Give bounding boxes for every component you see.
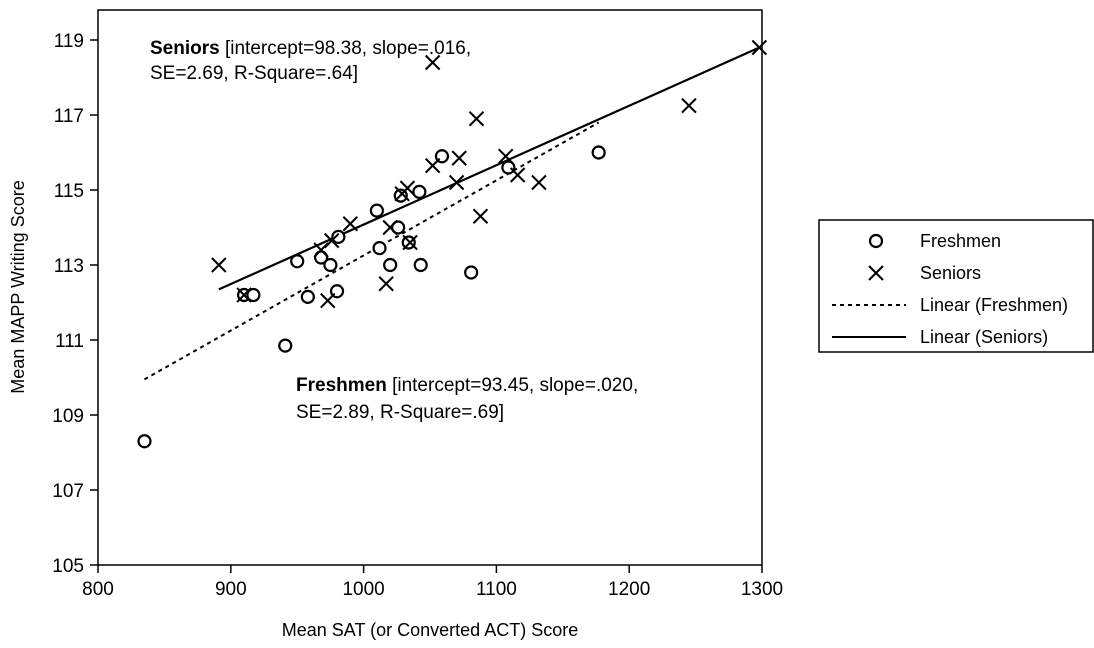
annotation-seniors: Seniors [intercept=98.38, slope=.016, [150,38,471,59]
seniors-point [382,219,398,236]
seniors-point [324,232,340,249]
legend-item: Seniors [868,263,981,283]
legend-circle-icon [868,233,884,249]
freshmen-point [278,338,293,353]
y-tick-label: 105 [52,556,84,577]
data-points [137,39,768,449]
y-tick-label: 113 [54,256,84,277]
annotation-seniors-line1: [intercept=98.38, slope=.016, [220,38,471,59]
trendlines [143,46,760,381]
freshmen-point [412,184,427,199]
seniors-point [472,208,489,224]
seniors-point [342,216,359,232]
y-axis-title: Mean MAPP Writing Score [8,180,28,393]
seniors-point [378,276,394,292]
seniors-point [531,174,547,191]
legend-label: Linear (Freshmen) [920,295,1068,315]
freshmen-point [591,145,606,160]
seniors-point [320,292,336,309]
x-tick-label: 1000 [342,579,384,600]
freshmen-point [323,257,338,273]
seniors-point [424,54,441,71]
freshmen-point [383,257,398,273]
seniors-point [509,167,526,183]
seniors-point [399,180,416,196]
freshmen-point [300,289,315,304]
x-tick-label: 1100 [476,579,517,600]
freshmen-point [331,229,346,244]
legend: Freshmen Seniors Linear (Freshmen) Linear (… [818,219,1094,353]
annotation-freshmen-line2: SE=2.89, R-Square=.69] [296,402,504,423]
seniors-point [236,287,252,303]
seniors-point [468,111,485,127]
y-tick-label: 117 [54,106,84,127]
seniors-point [751,39,768,56]
annotation-freshmen: Freshmen [intercept=93.45, slope=.020, [296,375,638,396]
seniors-point [451,150,467,166]
seniors-point [681,97,697,114]
legend-item: Linear (Seniors) [832,327,1048,347]
seniors-point [211,257,227,273]
x-axis-title: Mean SAT (or Converted ACT) Score [282,620,578,640]
legend-item: Linear (Freshmen) [832,295,1068,315]
freshmen-point [290,254,305,269]
seniors-point [402,234,418,251]
freshmen-point [369,203,384,218]
seniors-point [424,157,441,174]
y-axis: 105 107 109 111 113 115 117 119 [52,31,98,577]
y-tick-label: 119 [54,31,84,52]
x-tick-label: 800 [82,579,114,600]
x-axis: 800 900 1000 1100 1200 1300 [82,565,783,600]
plot-area [97,9,763,566]
y-tick-label: 115 [54,181,84,202]
x-tick-label: 1200 [608,579,650,600]
annotation-freshmen-line1: [intercept=93.45, slope=.020, [387,375,638,396]
y-tick-label: 107 [52,481,84,502]
legend-x-icon [868,265,884,281]
x-tick-label: 1300 [741,579,783,600]
trendline-seniors [218,46,760,291]
y-tick-label: 111 [55,331,84,352]
freshmen-point [391,220,406,235]
y-tick-label: 109 [52,406,84,427]
x-tick-label: 900 [215,579,247,600]
freshmen-point [137,434,152,449]
freshmen-point [246,287,261,303]
freshmen-point [372,241,387,256]
annotation-seniors-title: Seniors [150,38,220,59]
legend-label: Freshmen [920,231,1001,251]
freshmen-point [314,250,329,265]
seniors-point [497,148,514,164]
trendline-freshmen [143,121,600,381]
freshmen-point [464,265,479,280]
legend-label: Linear (Seniors) [920,327,1048,347]
seniors-point [448,174,465,191]
legend-label: Seniors [920,263,981,283]
legend-box [818,219,1094,353]
annotation-freshmen-title: Freshmen [296,375,387,396]
annotation-seniors-line2: SE=2.69, R-Square=.64] [150,63,358,84]
legend-item: Freshmen [868,231,1001,251]
freshmen-point [413,257,428,273]
freshmen-point [501,160,516,175]
